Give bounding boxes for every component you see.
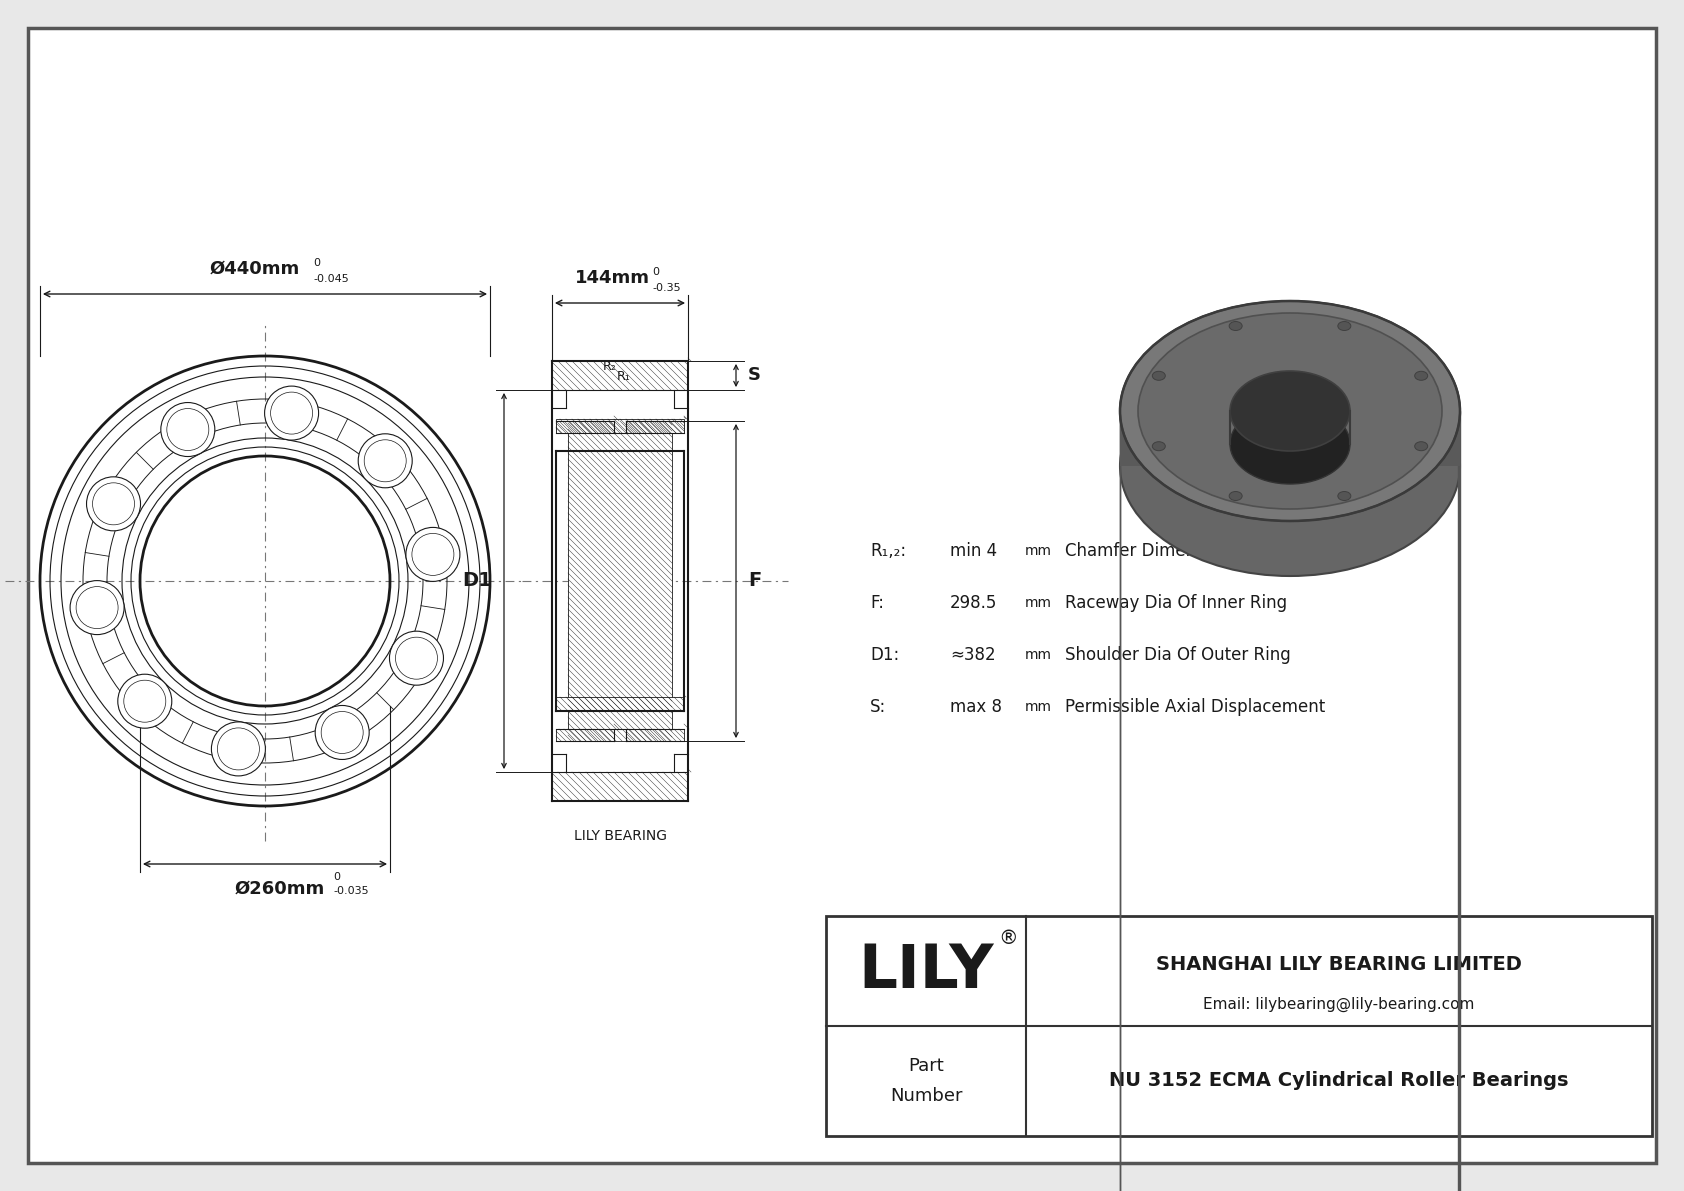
Text: R₁: R₁ — [616, 370, 632, 384]
Polygon shape — [552, 772, 689, 802]
Text: max 8: max 8 — [950, 698, 1002, 716]
Polygon shape — [626, 729, 684, 741]
Text: 298.5: 298.5 — [950, 594, 997, 612]
Ellipse shape — [1138, 313, 1442, 509]
Text: 144mm: 144mm — [574, 269, 650, 287]
Text: 0: 0 — [652, 267, 658, 278]
Bar — [825, 916, 1652, 1136]
Polygon shape — [556, 420, 615, 434]
Text: Shoulder Dia Of Outer Ring: Shoulder Dia Of Outer Ring — [1064, 646, 1290, 665]
Text: Email: lilybearing@lily-bearing.com: Email: lilybearing@lily-bearing.com — [1204, 997, 1475, 1011]
Text: S: S — [748, 367, 761, 385]
Text: Ø440mm: Ø440mm — [210, 260, 300, 278]
Circle shape — [160, 403, 216, 456]
Polygon shape — [552, 361, 689, 389]
Circle shape — [264, 386, 318, 441]
Text: mm: mm — [1026, 544, 1052, 559]
Circle shape — [359, 434, 413, 488]
Circle shape — [118, 674, 172, 728]
Polygon shape — [568, 420, 672, 741]
Circle shape — [389, 631, 443, 685]
Text: Permissible Axial Displacement: Permissible Axial Displacement — [1064, 698, 1325, 716]
Text: Chamfer Dimension: Chamfer Dimension — [1064, 542, 1229, 560]
Text: -0.35: -0.35 — [652, 283, 680, 293]
Text: 0: 0 — [313, 258, 320, 268]
Text: S:: S: — [871, 698, 886, 716]
Ellipse shape — [1120, 301, 1460, 520]
Ellipse shape — [1337, 322, 1351, 331]
Text: D1: D1 — [461, 572, 492, 591]
Circle shape — [212, 722, 266, 775]
Ellipse shape — [1152, 442, 1165, 450]
Text: mm: mm — [1026, 596, 1052, 610]
Text: Ø260mm: Ø260mm — [234, 880, 325, 898]
Text: D1:: D1: — [871, 646, 899, 665]
Text: R₁,₂:: R₁,₂: — [871, 542, 906, 560]
Ellipse shape — [1337, 492, 1351, 500]
Text: LILY BEARING: LILY BEARING — [574, 829, 667, 843]
Circle shape — [71, 580, 125, 635]
Text: mm: mm — [1026, 648, 1052, 662]
Text: mm: mm — [1026, 700, 1052, 713]
Ellipse shape — [1415, 372, 1428, 380]
Text: F: F — [748, 572, 761, 591]
Ellipse shape — [1229, 492, 1243, 500]
Text: SHANGHAI LILY BEARING LIMITED: SHANGHAI LILY BEARING LIMITED — [1155, 955, 1522, 974]
Ellipse shape — [1229, 372, 1351, 451]
Text: -0.045: -0.045 — [313, 274, 349, 283]
Text: LILY: LILY — [859, 942, 994, 1000]
Circle shape — [406, 528, 460, 581]
Text: min 4: min 4 — [950, 542, 997, 560]
Text: Raceway Dia Of Inner Ring: Raceway Dia Of Inner Ring — [1064, 594, 1287, 612]
Ellipse shape — [1152, 372, 1165, 380]
Text: ®: ® — [999, 929, 1017, 948]
Ellipse shape — [1415, 442, 1428, 450]
Ellipse shape — [1120, 356, 1460, 576]
Text: F:: F: — [871, 594, 884, 612]
Ellipse shape — [1229, 322, 1243, 331]
Text: -0.035: -0.035 — [333, 886, 369, 896]
Text: ≈382: ≈382 — [950, 646, 995, 665]
Circle shape — [86, 476, 140, 531]
Polygon shape — [556, 729, 615, 741]
Circle shape — [315, 705, 369, 760]
Text: R₂: R₂ — [603, 360, 616, 373]
Polygon shape — [626, 420, 684, 434]
Text: NU 3152 ECMA Cylindrical Roller Bearings: NU 3152 ECMA Cylindrical Roller Bearings — [1110, 1072, 1569, 1091]
Polygon shape — [556, 419, 684, 434]
Text: Part
Number: Part Number — [889, 1058, 962, 1104]
Polygon shape — [1120, 411, 1460, 466]
Polygon shape — [556, 697, 684, 711]
Ellipse shape — [1229, 404, 1351, 484]
Text: 0: 0 — [333, 872, 340, 883]
